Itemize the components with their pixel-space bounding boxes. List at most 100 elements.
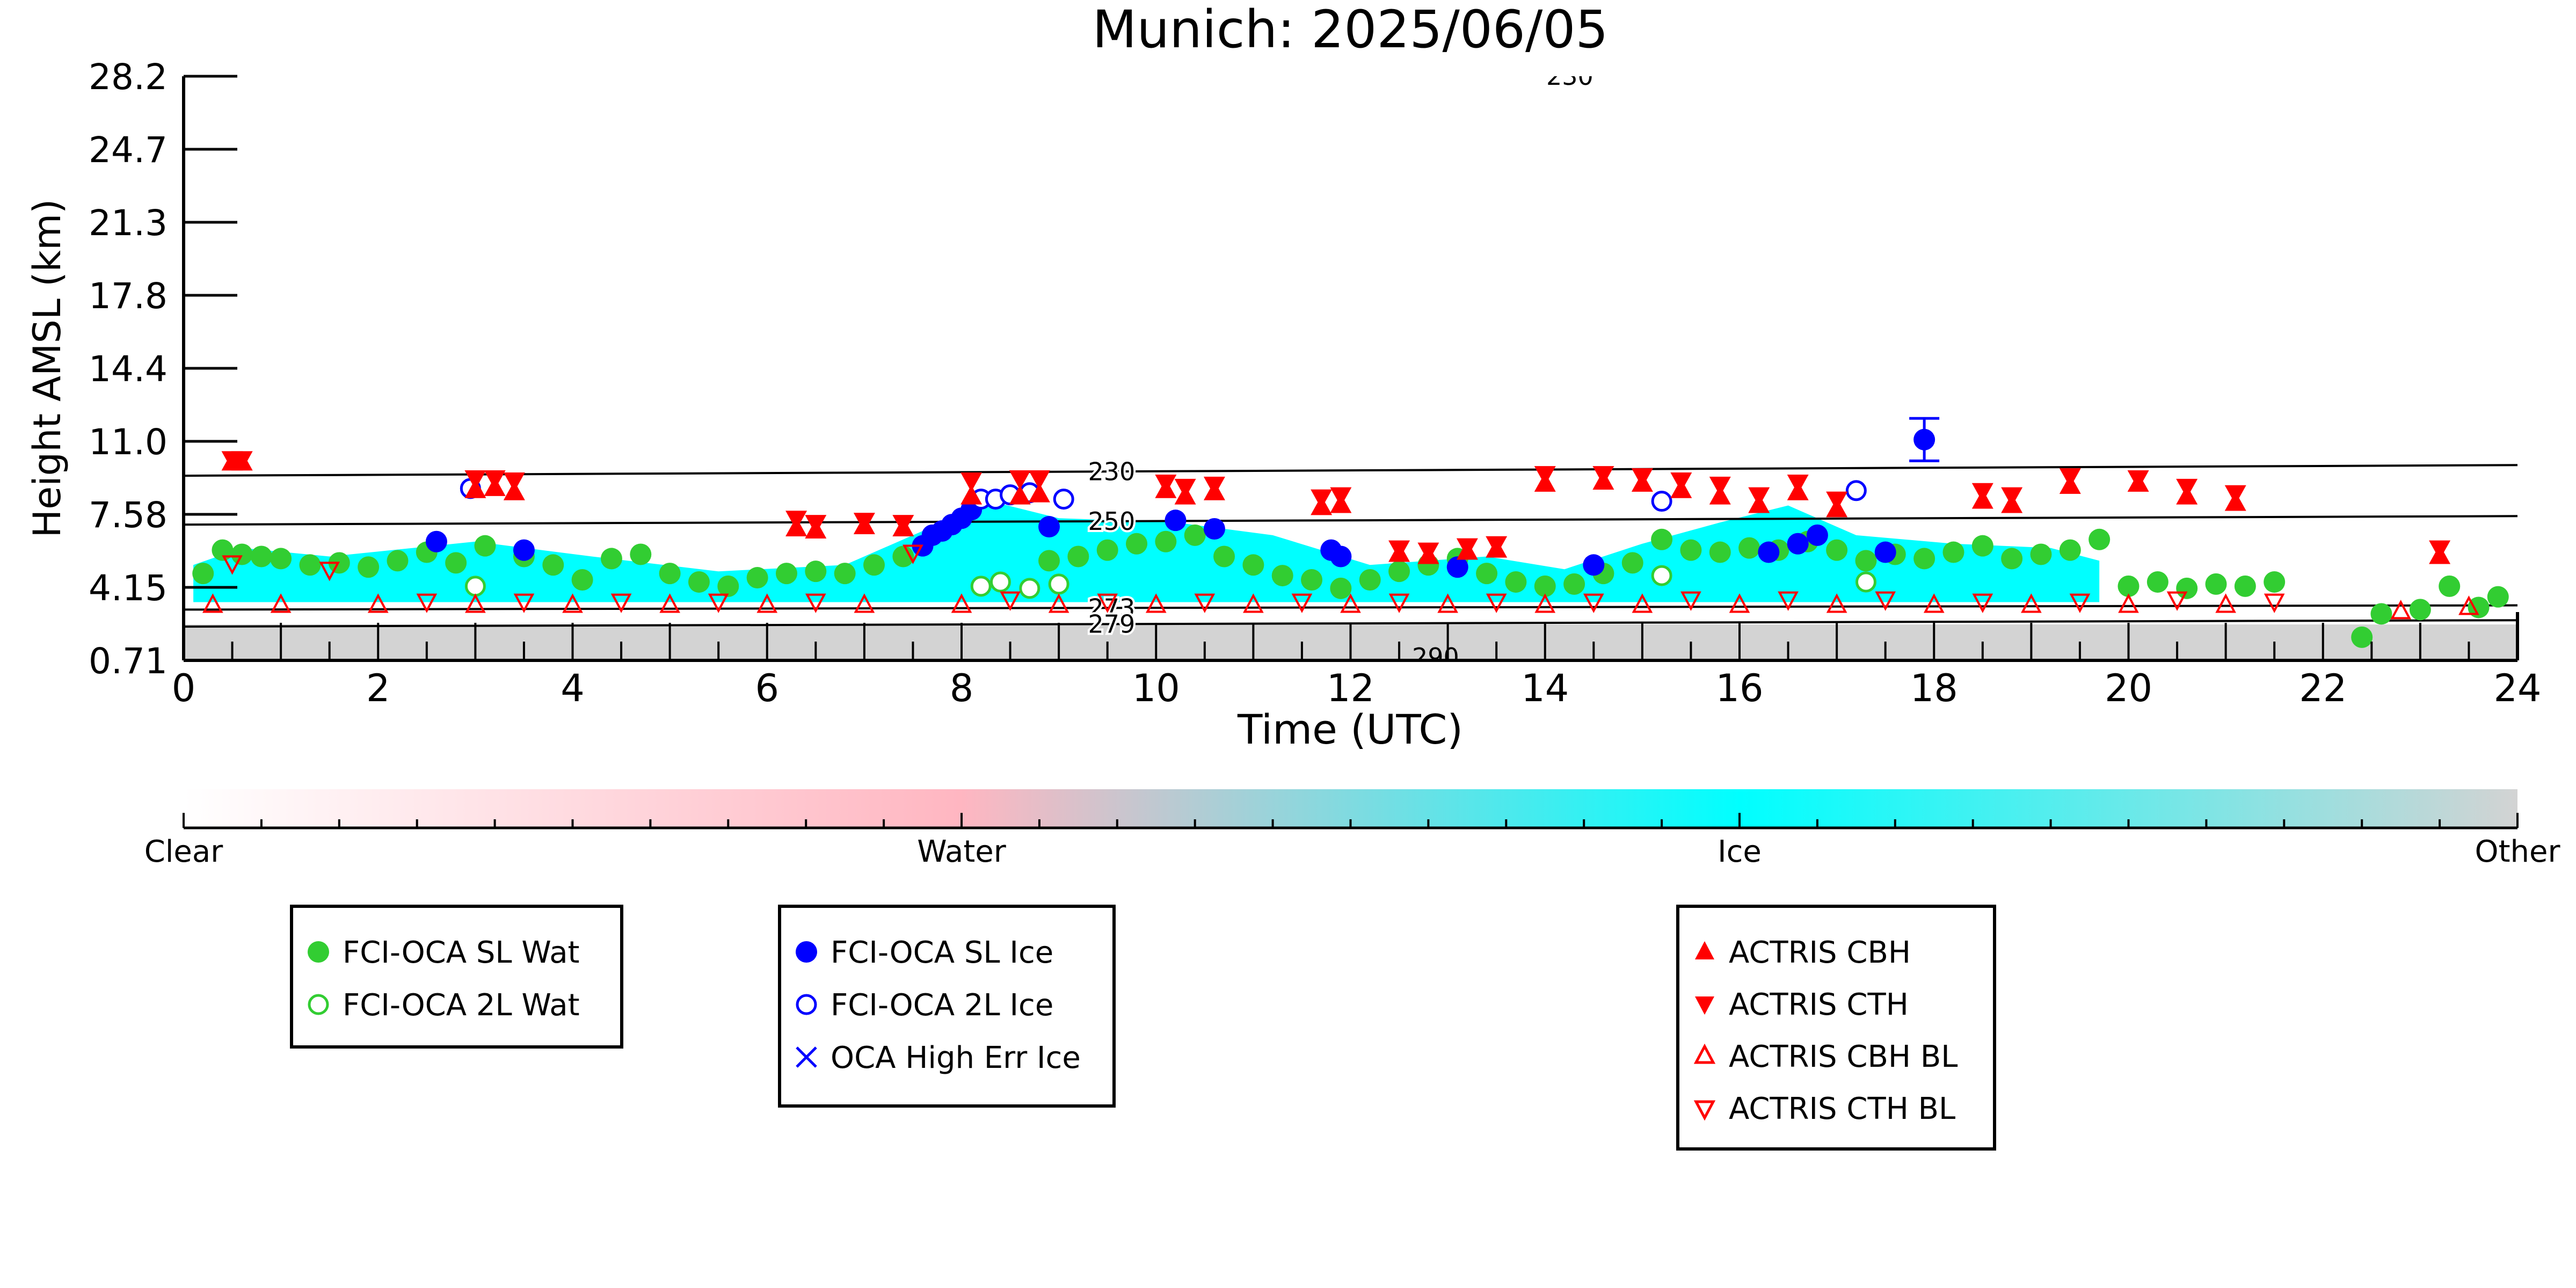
isotherm-label: 230 [1088, 457, 1135, 486]
data-point [1651, 491, 1672, 512]
data-point [834, 563, 856, 585]
data-point [562, 593, 583, 613]
y-tick-label: 14.4 [89, 348, 168, 390]
data-point [805, 593, 826, 613]
data-point [854, 593, 875, 613]
colorbar-label: Water [917, 834, 1007, 869]
data-point [717, 575, 739, 597]
data-point [1096, 539, 1118, 561]
data-point [1359, 569, 1381, 591]
data-point [2409, 599, 2431, 621]
legend-marker [796, 994, 817, 1015]
data-point [1709, 541, 1731, 563]
data-point [892, 545, 914, 567]
data-point [1213, 545, 1235, 567]
legend-label: FCI-OCA 2L Ice [831, 988, 1053, 1023]
data-point [1972, 593, 1993, 613]
data-point [1486, 593, 1507, 613]
data-point [1388, 593, 1410, 613]
data-point [1826, 491, 1848, 511]
isotherm-label-top: 230 [1546, 62, 1593, 91]
data-point [270, 548, 292, 570]
data-point [464, 576, 486, 597]
isotherm-line-273 [184, 604, 2517, 611]
data-point [1913, 428, 1935, 450]
data-point [2030, 543, 2052, 565]
data-point [1651, 565, 1672, 586]
data-point [1417, 542, 1439, 562]
data-point [2264, 593, 2285, 613]
data-point [1971, 535, 1993, 557]
data-point [465, 593, 486, 613]
data-point [2176, 478, 2198, 498]
data-point [756, 593, 778, 613]
data-point [1534, 593, 1556, 613]
data-point [1806, 524, 1828, 546]
data-point [1621, 552, 1643, 574]
data-point [387, 550, 409, 572]
data-point [630, 543, 652, 565]
data-point [1826, 539, 1848, 561]
data-point [1631, 468, 1653, 488]
data-point [805, 515, 827, 535]
data-point [367, 593, 389, 613]
data-point [222, 555, 243, 575]
y-axis-label: Height AMSL (km) [25, 199, 69, 538]
data-point [1505, 571, 1527, 593]
legend-label: ACTRIS CBH BL [1729, 1039, 1958, 1074]
data-point [503, 472, 525, 492]
data-point [1330, 545, 1352, 567]
y-tick-label: 4.15 [89, 567, 168, 609]
data-point [1145, 593, 1167, 613]
data-point [2118, 593, 2139, 613]
legend-label: ACTRIS CTH [1729, 987, 1909, 1022]
data-point [1028, 483, 1050, 503]
data-point [892, 515, 914, 535]
data-point [863, 554, 885, 576]
data-point [970, 576, 992, 597]
x-tick-label: 18 [1910, 666, 1958, 710]
data-point [484, 470, 506, 490]
x-tick-label: 10 [1132, 666, 1180, 710]
data-point [1126, 533, 1148, 555]
data-point [1563, 573, 1585, 595]
legend-label: OCA High Err Ice [831, 1040, 1081, 1075]
y-tick-label: 11.0 [89, 421, 168, 463]
data-point [2166, 591, 2188, 611]
x-tick-label: 6 [755, 666, 779, 710]
data-point [1680, 539, 1702, 561]
data-point [1067, 545, 1089, 567]
data-point [1243, 593, 1264, 613]
data-point [1311, 489, 1333, 509]
data-point [1155, 530, 1177, 552]
legend-box [290, 905, 623, 1049]
data-point [1456, 538, 1478, 558]
data-point [1203, 518, 1225, 540]
data-point [1330, 487, 1352, 507]
colorbar-label: Ice [1718, 834, 1762, 869]
data-point [1028, 470, 1050, 490]
legend-label: FCI-OCA SL Wat [343, 935, 580, 970]
data-point [989, 571, 1011, 593]
isotherm-line-230 [184, 464, 2517, 477]
x-tick-label: 2 [366, 666, 390, 710]
data-point [1874, 541, 1896, 563]
x-tick-label: 8 [950, 666, 974, 710]
data-point [785, 511, 807, 530]
data-point [212, 539, 234, 561]
colorbar-label: Clear [144, 834, 223, 869]
data-point [2089, 528, 2111, 550]
data-point [1038, 550, 1060, 572]
data-point [2429, 540, 2451, 560]
y-tick-label: 21.3 [89, 202, 168, 244]
legend-label: FCI-OCA 2L Wat [343, 988, 580, 1023]
data-point [1000, 591, 1021, 611]
data-point [1709, 476, 1731, 496]
data-point [1301, 569, 1323, 591]
data-point [1271, 565, 1293, 587]
data-point [1923, 593, 1945, 613]
data-point [1048, 593, 1069, 613]
data-point [2370, 603, 2392, 625]
y-tick-label: 17.8 [89, 275, 168, 317]
